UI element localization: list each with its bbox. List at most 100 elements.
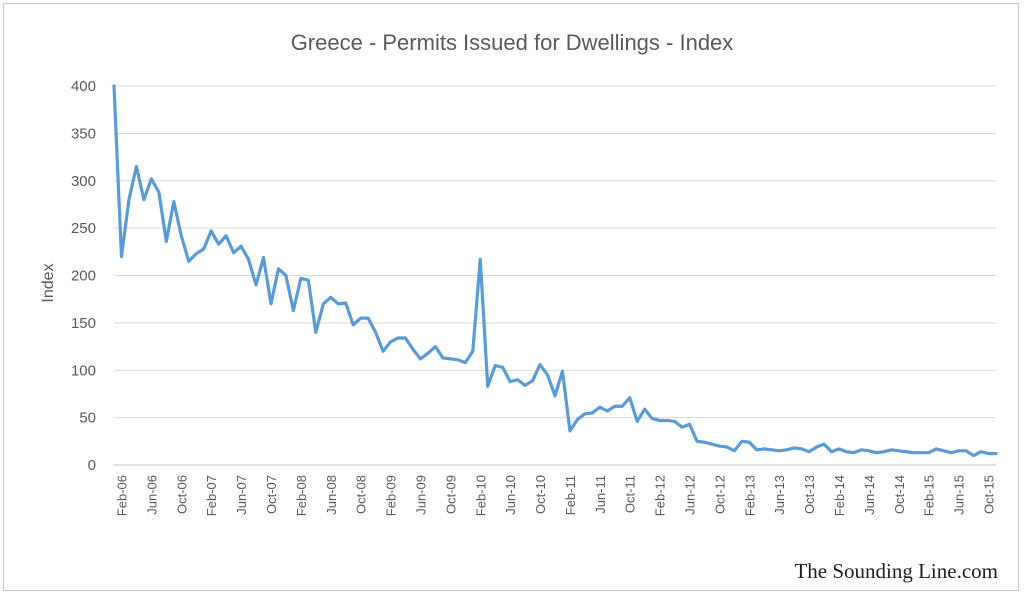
data-point: [710, 442, 714, 446]
data-point: [337, 302, 340, 306]
x-tick-label: Oct-09: [443, 475, 458, 514]
data-point: [942, 449, 945, 452]
data-points: [112, 84, 998, 457]
x-tick-label: Jun-15: [952, 475, 967, 515]
data-point: [247, 258, 250, 261]
data-point: [142, 198, 146, 201]
data-point: [867, 449, 871, 452]
data-point: [150, 177, 153, 181]
data-point: [598, 406, 602, 409]
data-point: [456, 358, 460, 362]
data-point: [770, 448, 773, 452]
data-point: [613, 405, 616, 408]
data-point: [852, 451, 856, 454]
x-tick-label: Feb-07: [204, 475, 219, 516]
data-point: [718, 444, 721, 448]
data-point: [396, 336, 400, 340]
data-point: [127, 198, 131, 201]
data-point: [822, 442, 826, 446]
data-point: [224, 234, 228, 237]
x-tick-label: Jun-12: [683, 475, 698, 515]
data-point: [987, 452, 990, 455]
x-tick-label: Jun-06: [144, 475, 159, 515]
x-tick-label: Oct-15: [982, 475, 997, 514]
data-point: [733, 449, 736, 452]
chart-frame: [3, 3, 1019, 591]
data-point: [568, 429, 572, 433]
data-point: [254, 283, 258, 287]
x-tick-label: Oct-13: [802, 475, 817, 514]
data-point: [994, 452, 998, 455]
y-tick-label: 400: [71, 78, 96, 95]
data-point: [583, 412, 587, 416]
data-point: [501, 366, 504, 369]
x-tick-label: Oct-08: [354, 475, 369, 514]
data-point: [366, 316, 370, 320]
x-tick-label: Jun-10: [503, 475, 518, 515]
data-point: [792, 446, 796, 450]
x-tick-label: Feb-12: [653, 475, 668, 516]
data-point: [180, 234, 183, 237]
x-tick-label: Feb-13: [742, 475, 757, 516]
data-point: [695, 440, 699, 443]
data-point: [979, 450, 983, 453]
data-point: [778, 449, 781, 452]
data-point: [307, 279, 310, 282]
data-point: [576, 418, 579, 421]
x-tick-label: Feb-14: [832, 475, 847, 516]
data-point: [785, 448, 788, 452]
y-tick-label: 0: [88, 457, 96, 474]
data-point: [755, 448, 759, 452]
data-point: [845, 450, 848, 453]
data-point: [815, 445, 818, 449]
x-tick-label: Oct-11: [623, 475, 638, 513]
x-tick-label: Oct-14: [892, 475, 907, 514]
data-point: [232, 251, 235, 254]
data-point: [217, 243, 220, 246]
data-point: [299, 277, 303, 280]
x-tick-label: Feb-11: [563, 475, 578, 515]
data-point: [606, 409, 609, 413]
data-point: [703, 441, 706, 444]
data-point: [172, 200, 175, 203]
data-point: [441, 356, 445, 360]
data-point: [486, 385, 489, 388]
data-point: [740, 440, 744, 443]
data-point: [239, 244, 243, 248]
data-point: [494, 364, 497, 367]
data-point: [920, 451, 923, 454]
data-point: [187, 260, 190, 263]
data-point: [344, 301, 347, 305]
data-point: [538, 363, 542, 366]
data-point: [449, 357, 452, 361]
data-point: [157, 190, 161, 194]
y-tick-labels: 0 50 100 150 200 250 300 350 400: [71, 78, 96, 474]
data-point: [329, 296, 332, 299]
data-point: [209, 229, 213, 233]
data-point: [262, 256, 265, 259]
data-point: [359, 316, 362, 320]
data-point: [434, 345, 437, 348]
x-tick-label: Jun-14: [862, 475, 877, 515]
data-point: [389, 340, 392, 344]
data-point: [508, 380, 512, 383]
data-point: [748, 441, 751, 444]
data-point: [516, 378, 519, 381]
data-point: [680, 425, 684, 429]
data-point: [650, 417, 654, 420]
data-point: [688, 423, 691, 426]
data-point: [381, 350, 385, 353]
x-tick-label: Feb-06: [114, 475, 129, 516]
y-tick-label: 300: [71, 173, 96, 190]
data-point: [523, 384, 527, 387]
x-tick-label: Oct-10: [533, 475, 548, 514]
series-line: [112, 84, 998, 458]
x-tick-label: Feb-15: [922, 475, 937, 516]
data-point: [374, 331, 377, 334]
data-point: [636, 420, 639, 423]
data-point: [120, 255, 123, 258]
data-point: [165, 240, 168, 243]
data-point: [621, 405, 624, 408]
data-point: [314, 331, 318, 334]
